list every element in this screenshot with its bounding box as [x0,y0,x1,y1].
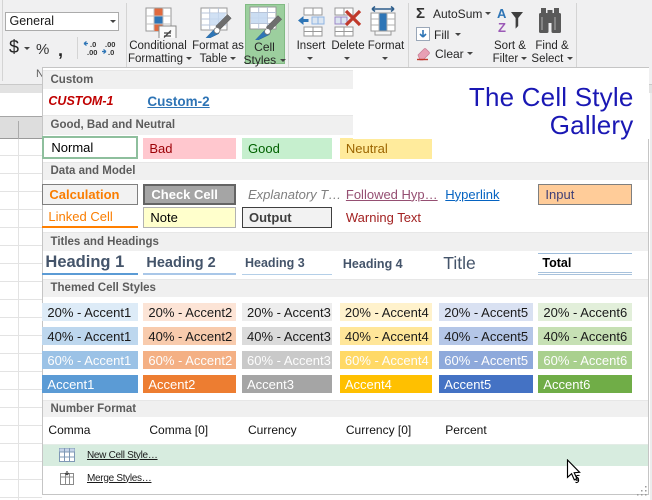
svg-text:.0: .0 [90,40,96,49]
svg-text:.00: .00 [105,40,115,49]
svg-text:Z: Z [498,20,506,35]
svg-text:.0: .0 [108,48,114,57]
svg-text:A: A [497,7,507,21]
svg-text:.00: .00 [87,48,97,57]
